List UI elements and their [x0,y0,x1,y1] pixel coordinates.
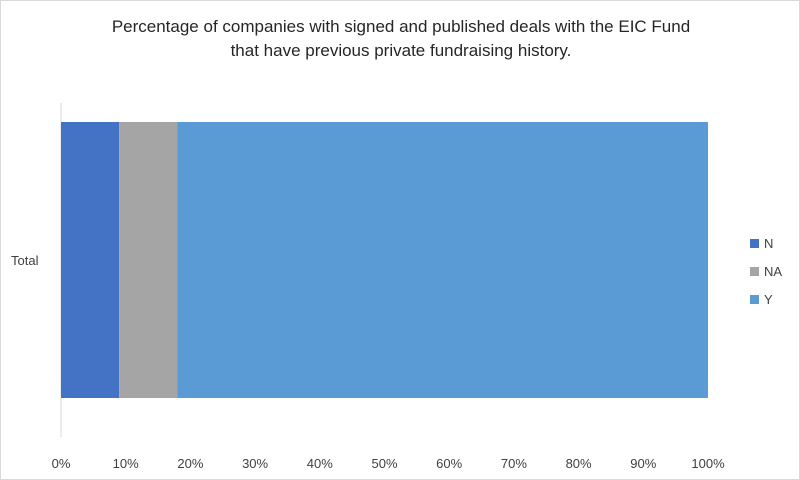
legend-swatch-n [750,239,759,248]
legend-label-na: NA [764,264,782,279]
bar-n-total [61,122,120,398]
legend-label-y: Y [764,292,773,307]
bar-y-total [177,122,708,398]
chart-title-line-2: that have previous private fundraising h… [230,41,572,60]
x-tick-label: 70% [501,456,527,471]
chart-title: Percentage of companies with signed and … [61,15,741,63]
x-tick-label: 0% [52,456,71,471]
x-tick-label: 10% [113,456,139,471]
x-tick-label: 50% [371,456,397,471]
x-tick-label: 60% [436,456,462,471]
bar-na-total [119,122,178,398]
x-tick-label: 20% [177,456,203,471]
x-tick-label: 30% [242,456,268,471]
x-tick-label: 80% [566,456,592,471]
category-label-total: Total [11,253,39,268]
x-tick-label: 40% [307,456,333,471]
legend-label-n: N [764,236,773,251]
legend-swatch-na [750,267,759,276]
chart-title-line-1: Percentage of companies with signed and … [111,17,691,36]
x-tick-label: 90% [630,456,656,471]
legend-swatch-y [750,295,759,304]
x-tick-label: 100% [691,456,725,471]
